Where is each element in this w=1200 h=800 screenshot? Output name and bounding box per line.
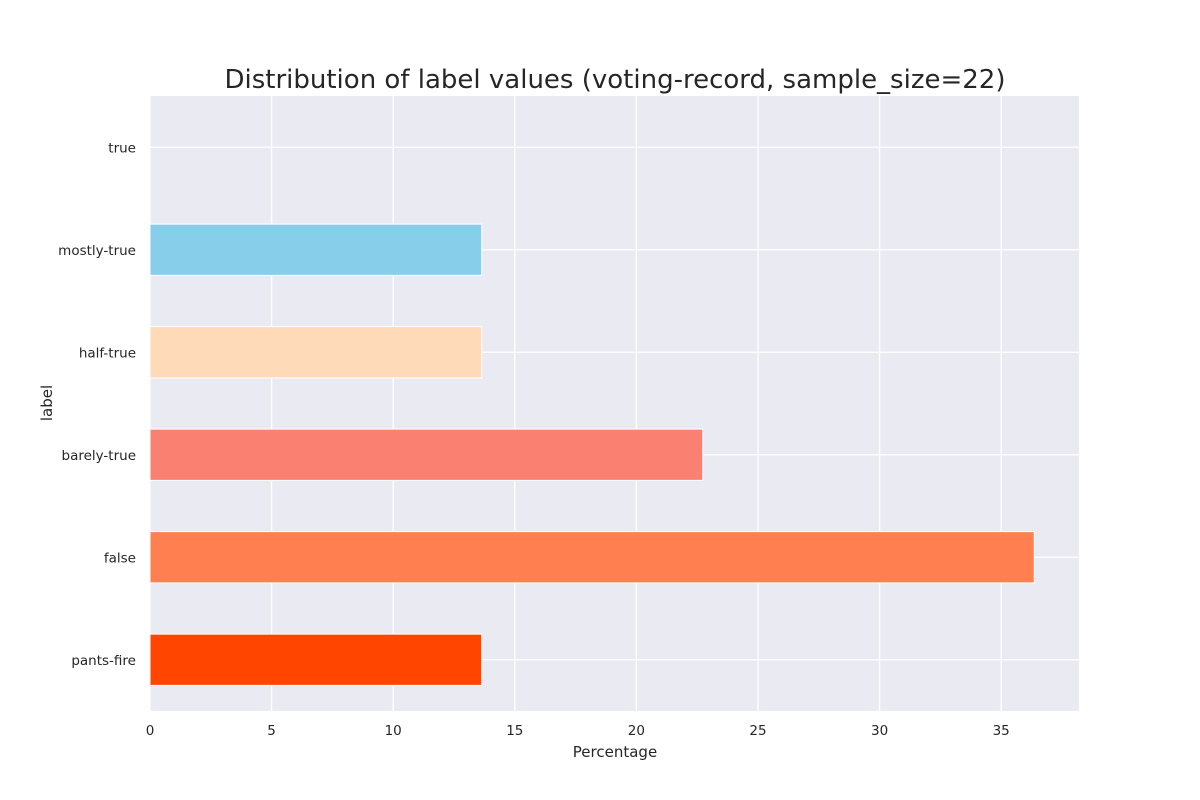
y-tick-label: half-true — [79, 345, 136, 361]
x-tick-label: 5 — [267, 723, 276, 739]
y-tick-label: barely-true — [62, 448, 136, 464]
x-axis-label: Percentage — [573, 743, 657, 761]
x-tick-label: 35 — [993, 723, 1010, 739]
y-tick-label: true — [108, 140, 136, 156]
bars — [149, 223, 1035, 686]
y-axis-ticks: true mostly-true half-true barely-true false… — [58, 140, 136, 669]
x-tick-label: 25 — [749, 723, 766, 739]
plot-area — [150, 96, 1079, 711]
x-tick-label: 0 — [146, 723, 155, 739]
x-tick-label: 20 — [628, 723, 645, 739]
y-tick-label: false — [104, 550, 136, 566]
x-tick-label: 30 — [871, 723, 888, 739]
bar-barely-true — [149, 428, 704, 481]
x-axis-ticks: 0 5 10 15 20 25 30 35 — [146, 723, 1010, 739]
bar-half-true — [149, 326, 483, 379]
x-tick-label: 10 — [385, 723, 402, 739]
bar-mostly-true — [149, 223, 483, 276]
y-axis-label: label — [38, 385, 56, 421]
chart-title: Distribution of label values (voting-rec… — [224, 65, 1005, 95]
bar-pants-fire — [149, 633, 483, 686]
bar-false — [149, 531, 1035, 584]
y-tick-label: mostly-true — [58, 243, 136, 259]
y-tick-label: pants-fire — [71, 653, 136, 669]
x-tick-label: 15 — [506, 723, 523, 739]
